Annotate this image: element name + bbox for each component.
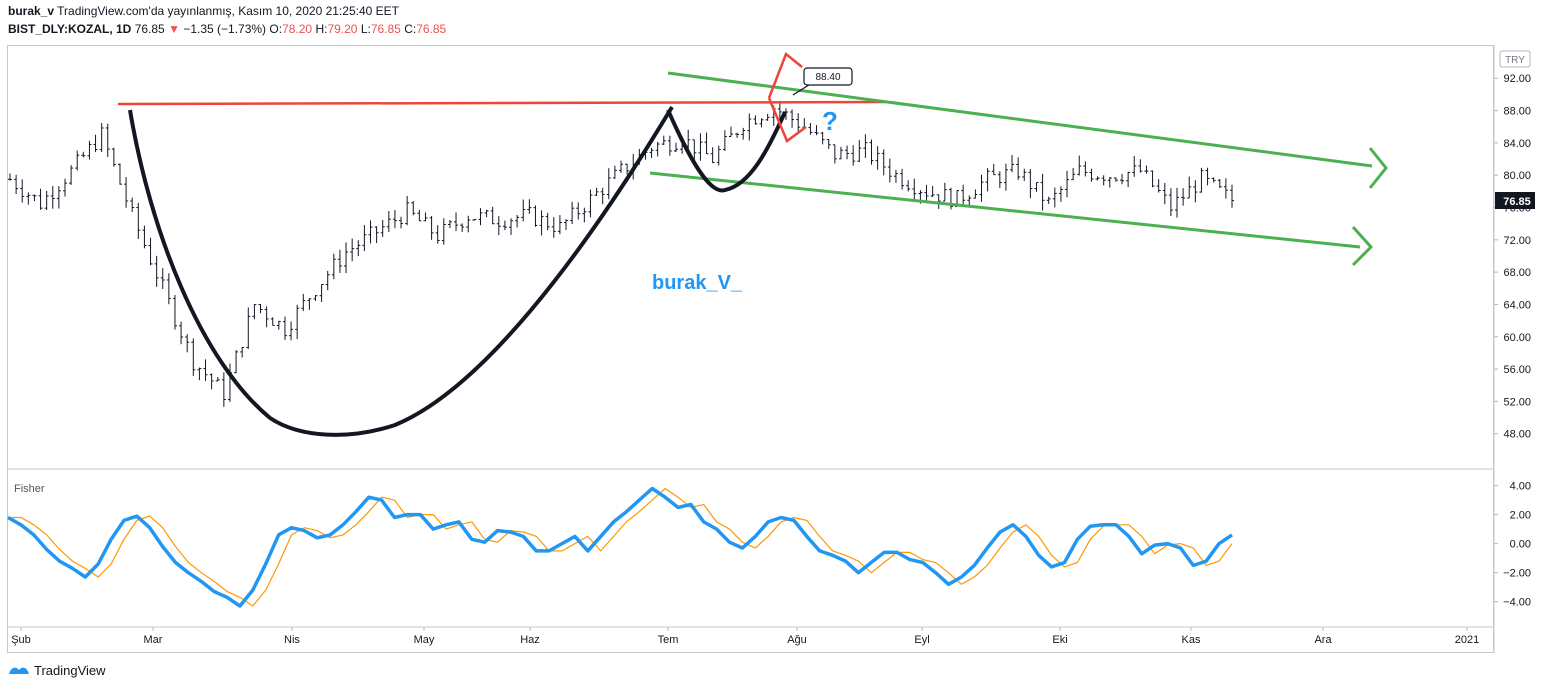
time-tick-label: Nis <box>284 634 300 646</box>
time-tick-label: Şub <box>11 634 31 646</box>
resistance-line[interactable] <box>117 100 886 106</box>
symbol-legend: BIST_DLY:KOZAL, 1D 76.85 ▼ −1.35 (−1.73%… <box>8 22 446 36</box>
time-tick-label: 2021 <box>1455 634 1479 646</box>
time-tick-label: Tem <box>658 634 679 646</box>
time-tick-label: May <box>414 634 435 646</box>
time-tick-label: Haz <box>520 634 540 646</box>
time-tick-label: Ara <box>1314 634 1332 646</box>
high-value: 79.20 <box>327 22 358 36</box>
publication-line: burak_v TradingView.com'da yayınlanmış, … <box>8 4 399 18</box>
price-tick-label: 64.00 <box>1503 299 1531 311</box>
price-tick-label: 80.00 <box>1503 170 1531 182</box>
channel-top-line[interactable] <box>667 71 1373 168</box>
channel-bottom-arrowhead <box>1351 225 1374 267</box>
watermark-text: burak_V_ <box>652 272 743 294</box>
channel-bottom-line[interactable] <box>649 171 1361 249</box>
cup-curve[interactable] <box>128 105 674 437</box>
time-axis[interactable]: Şub Mar Nis May Haz Tem Ağu Eyl Eki Kas Ara 2021 <box>11 627 1479 646</box>
time-tick-label: Ağu <box>787 634 807 646</box>
price-tick-label: 84.00 <box>1503 138 1531 150</box>
symbol-label[interactable]: BIST_DLY:KOZAL, 1D <box>8 22 132 36</box>
breakout-arrow-down <box>767 97 807 143</box>
low-value: 76.85 <box>370 22 401 36</box>
handle-curve[interactable] <box>666 109 787 193</box>
last-price-marker-label: 76.85 <box>1503 196 1531 208</box>
published-text: TradingView.com'da yayınlanmış, Kasım 10… <box>57 4 399 18</box>
fisher-axis[interactable]: 4.00 2.00 0.00 −2.00 −4.00 <box>1494 481 1531 609</box>
fisher-tick-label: 0.00 <box>1510 539 1531 551</box>
price-tick-label: 60.00 <box>1503 332 1531 344</box>
price-axis[interactable]: 48.0052.0056.0060.0064.0068.0072.0076.00… <box>1494 73 1531 441</box>
price-callout-label: 88.40 <box>815 72 840 83</box>
fisher-tick-label: 4.00 <box>1510 481 1531 493</box>
price-change: −1.35 (−1.73%) <box>183 22 267 36</box>
high-label: H: <box>315 22 328 36</box>
fisher-title[interactable]: Fisher <box>14 483 45 495</box>
fisher-tick-label: 2.00 <box>1510 510 1531 522</box>
down-arrow-icon: ▼ <box>168 22 180 36</box>
price-tick-label: 88.00 <box>1503 106 1531 118</box>
time-tick-label: Eyl <box>914 634 929 646</box>
breakout-arrow-up <box>767 51 803 99</box>
question-mark: ? <box>822 106 838 136</box>
currency-label: TRY <box>1505 55 1525 66</box>
fisher-lines <box>7 486 1233 608</box>
brand-label: TradingView <box>34 663 106 678</box>
price-tick-label: 48.00 <box>1503 429 1531 441</box>
time-tick-label: Mar <box>144 634 163 646</box>
author-name[interactable]: burak_v <box>8 4 55 18</box>
price-tick-label: 72.00 <box>1503 235 1531 247</box>
price-tick-label: 52.00 <box>1503 396 1531 408</box>
close-value: 76.85 <box>416 22 447 36</box>
fisher-trigger-line <box>8 487 1233 607</box>
currency-badge[interactable] <box>1499 50 1531 68</box>
fisher-tick-label: −2.00 <box>1503 568 1531 580</box>
ohlc-bars <box>8 103 1234 407</box>
time-tick-label: Eki <box>1052 634 1067 646</box>
fisher-line <box>7 486 1233 608</box>
time-tick-label: Kas <box>1182 634 1201 646</box>
fisher-tick-label: −4.00 <box>1503 597 1531 609</box>
close-label: C: <box>404 22 417 36</box>
low-label: L: <box>360 22 371 36</box>
price-tick-label: 92.00 <box>1503 73 1531 85</box>
price-tick-label: 68.00 <box>1503 267 1531 279</box>
drawings-layer: 88.40 ? burak_V_ <box>117 51 1388 437</box>
last-price-marker <box>1495 192 1535 209</box>
open-label: O: <box>269 22 283 36</box>
price-callout[interactable] <box>803 67 853 86</box>
footer-brand[interactable]: TradingView <box>8 663 106 678</box>
price-tick-label: 56.00 <box>1503 364 1531 376</box>
last-price: 76.85 <box>134 22 165 36</box>
channel-top-arrowhead <box>1368 147 1388 189</box>
open-value: 78.20 <box>282 22 313 36</box>
tradingview-logo-icon <box>9 667 29 674</box>
